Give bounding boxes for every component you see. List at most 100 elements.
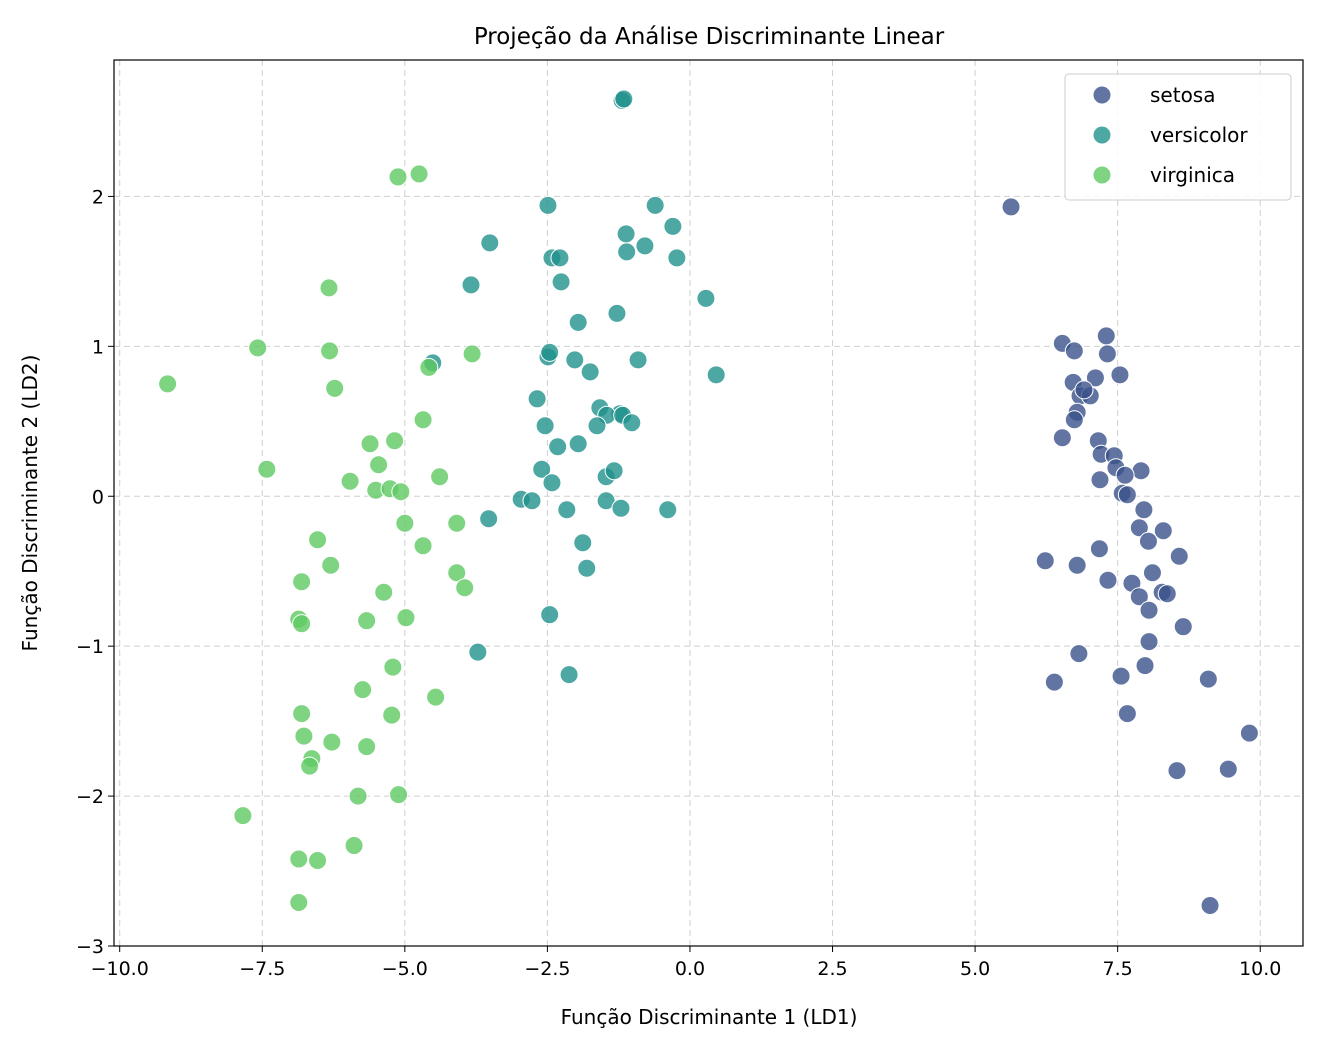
point-virginica [409,164,429,184]
point-setosa [1098,570,1118,590]
point-virginica [257,459,277,479]
point-setosa [1115,465,1135,485]
point-virginica [308,530,328,550]
x-tick-label: 0.0 [675,958,705,980]
x-tick-label: 5.0 [960,958,990,980]
point-virginica [357,737,377,757]
point-setosa [1111,666,1131,686]
point-setosa [1064,410,1084,430]
legend-label-setosa: setosa [1150,83,1215,107]
point-versicolor [696,288,716,308]
point-virginica [289,893,309,913]
point-virginica [353,680,373,700]
point-setosa [1035,551,1055,571]
point-setosa [1139,600,1159,620]
x-axis-label: Função Discriminante 1 (LD1) [561,1005,858,1029]
point-virginica [430,467,450,487]
point-setosa [1069,644,1089,664]
point-virginica [391,482,411,502]
point-virginica [383,657,403,677]
point-versicolor [611,498,631,518]
point-setosa [1169,546,1189,566]
point-virginica [294,726,314,746]
point-versicolor [587,416,607,436]
y-tick-label: −1 [76,636,104,658]
point-versicolor [645,195,665,215]
point-setosa [1074,380,1094,400]
point-versicolor [614,89,634,109]
point-virginica [426,687,446,707]
point-virginica [158,374,178,394]
point-virginica [447,563,467,583]
point-versicolor [535,416,555,436]
point-setosa [1064,341,1084,361]
point-virginica [447,513,467,533]
y-tick-label: −2 [76,786,104,808]
point-setosa [1167,761,1187,781]
point-setosa [1139,632,1159,652]
point-versicolor [532,459,552,479]
point-virginica [395,513,415,533]
point-virginica [321,555,341,575]
point-versicolor [461,275,481,295]
point-virginica [374,582,394,602]
point-versicolor [667,248,687,268]
legend-marker-setosa [1092,85,1112,105]
point-setosa [1138,531,1158,551]
point-virginica [396,608,416,628]
point-setosa [1134,500,1154,520]
point-virginica [360,434,380,454]
point-virginica [413,410,433,430]
y-tick-label: −3 [76,936,104,958]
series-setosa [1001,197,1259,916]
point-virginica [292,704,312,724]
x-tick-label: −10.0 [91,958,149,980]
legend-marker-virginica [1092,165,1112,185]
point-setosa [1117,704,1137,724]
point-setosa [1129,518,1149,538]
point-setosa [1131,461,1151,481]
point-versicolor [635,236,655,256]
point-virginica [413,536,433,556]
point-setosa [1157,584,1177,604]
point-versicolor [617,242,637,262]
point-versicolor [522,491,542,511]
point-versicolor [542,473,562,493]
point-versicolor [540,342,560,362]
point-virginica [382,705,402,725]
x-tick-label: 10.0 [1239,958,1281,980]
point-versicolor [622,413,642,433]
point-virginica [325,378,345,398]
point-setosa [1218,759,1238,779]
y-axis-ticks: −3 −2 −1 0 1 2 [76,186,114,958]
point-versicolor [565,350,585,370]
point-versicolor [527,389,547,409]
point-virginica [292,614,312,634]
legend-box [1064,73,1292,201]
point-virginica [340,471,360,491]
point-versicolor [551,272,571,292]
point-setosa [1052,428,1072,448]
point-versicolor [559,665,579,685]
legend: setosa versicolor virginica [1064,73,1292,201]
x-tick-label: 7.5 [1103,958,1133,980]
point-virginica [308,851,328,871]
data-points [158,89,1259,916]
point-versicolor [628,350,648,370]
point-setosa [1110,365,1130,385]
point-versicolor [548,437,568,457]
x-tick-label: −2.5 [524,958,570,980]
point-versicolor [604,461,624,481]
point-setosa [1153,521,1173,541]
y-tick-label: 2 [92,186,104,208]
x-axis-ticks: −10.0 −7.5 −5.0 −2.5 0.0 2.5 5.0 7.5 10.0 [91,946,1281,980]
point-virginica [289,849,309,869]
point-versicolor [550,248,570,268]
point-versicolor [607,303,627,323]
legend-label-virginica: virginica [1150,163,1235,187]
point-setosa [1135,656,1155,676]
point-virginica [248,338,268,358]
point-virginica [385,431,405,451]
point-versicolor [479,509,499,529]
